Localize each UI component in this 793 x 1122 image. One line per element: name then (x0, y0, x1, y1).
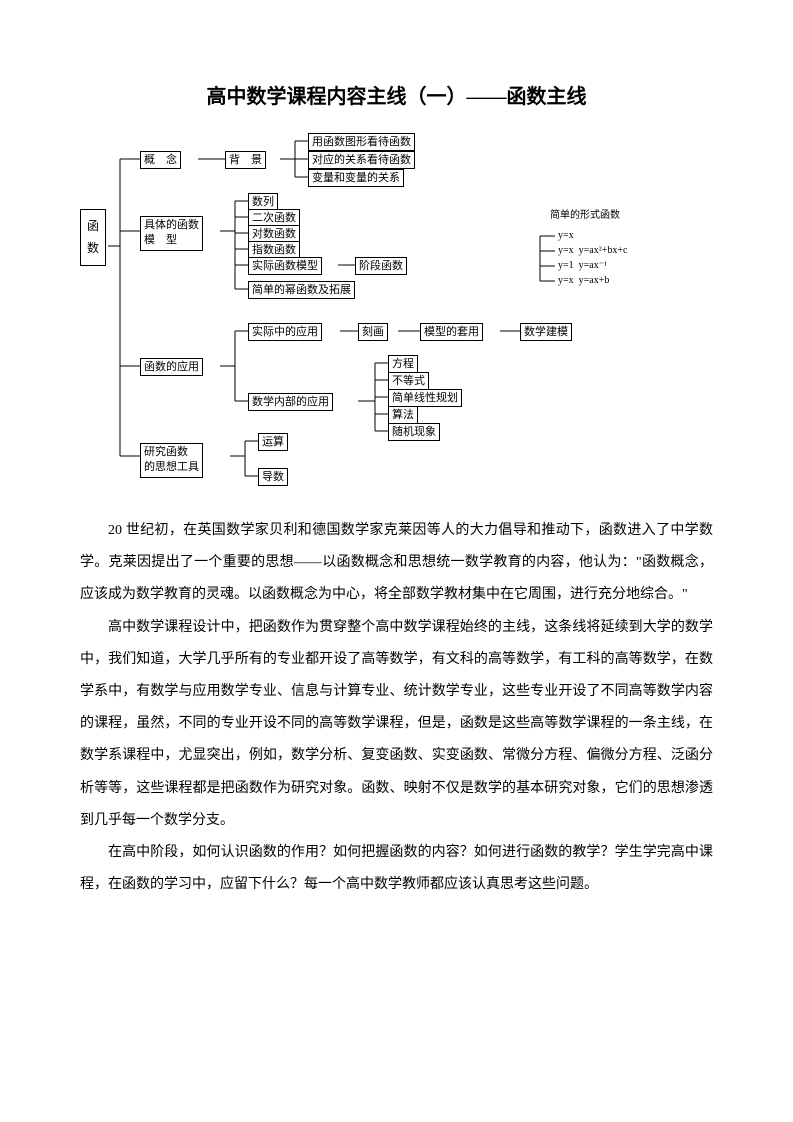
node-a2-5: 随机现象 (388, 423, 440, 441)
node-tool-l1: 研究函数 (144, 446, 188, 458)
page-title: 高中数学课程内容主线（一）——函数主线 (80, 80, 713, 109)
node-model: 具体的函数 模 型 (140, 216, 203, 251)
node-tool: 研究函数 的思想工具 (140, 443, 203, 478)
node-app1c: 模型的套用 (420, 323, 483, 341)
node-background: 背 景 (225, 151, 266, 169)
node-app: 函数的应用 (140, 358, 203, 376)
node-root-char2: 数 (84, 238, 102, 260)
node-bg1: 用函数图形看待函数 (308, 133, 415, 151)
node-t1: 运算 (258, 433, 288, 451)
node-m6: 简单的幂函数及拓展 (248, 281, 355, 299)
node-m5b: 阶段函数 (355, 257, 407, 275)
paragraph-2: 高中数学课程设计中，把函数作为贯穿整个高中数学课程始终的主线，这条线将延续到大学… (80, 612, 713, 837)
node-m5: 实际函数模型 (248, 257, 322, 275)
node-concept: 概 念 (140, 151, 181, 169)
node-root-char1: 函 (84, 216, 102, 238)
node-bg3: 变量和变量的关系 (308, 169, 404, 187)
node-a2-4: 算法 (388, 406, 418, 424)
node-model-l2: 模 型 (144, 234, 177, 246)
node-app2: 数学内部的应用 (248, 393, 333, 411)
node-a2-2: 不等式 (388, 372, 429, 390)
node-f4: y=x y=ax+b (558, 274, 609, 287)
node-f2: y=x y=ax²+bx+c (558, 244, 627, 257)
node-tool-l2: 的思想工具 (144, 461, 199, 473)
node-f3: y=1 y=ax⁻¹ (558, 259, 607, 272)
body-text: 20 世纪初，在英国数学家贝利和德国数学家克莱因等人的大力倡导和推动下，函数进入… (80, 515, 713, 901)
node-a2-1: 方程 (388, 355, 418, 373)
paragraph-3: 在高中阶段，如何认识函数的作用？如何把握函数的内容？如何进行函数的教学？学生学完… (80, 837, 713, 901)
node-a2-3: 简单线性规划 (388, 389, 462, 407)
node-app1: 实际中的应用 (248, 323, 322, 341)
node-root: 函 数 (80, 209, 106, 266)
node-app1d: 数学建模 (520, 323, 572, 341)
node-model-l1: 具体的函数 (144, 219, 199, 231)
page-container: 高中数学课程内容主线（一）——函数主线 (0, 0, 793, 1122)
concept-diagram: 函 数 概 念 背 景 用函数图形看待函数 对应的关系看待函数 变量和变量的关系… (80, 131, 713, 501)
node-app1b: 刻画 (358, 323, 388, 341)
node-f1: y=x (558, 229, 574, 242)
node-t2: 导数 (258, 468, 288, 486)
node-bg2: 对应的关系看待函数 (308, 151, 415, 169)
paragraph-1: 20 世纪初，在英国数学家贝利和德国数学家克莱因等人的大力倡导和推动下，函数进入… (80, 515, 713, 612)
node-formula-title: 简单的形式函数 (550, 209, 620, 222)
